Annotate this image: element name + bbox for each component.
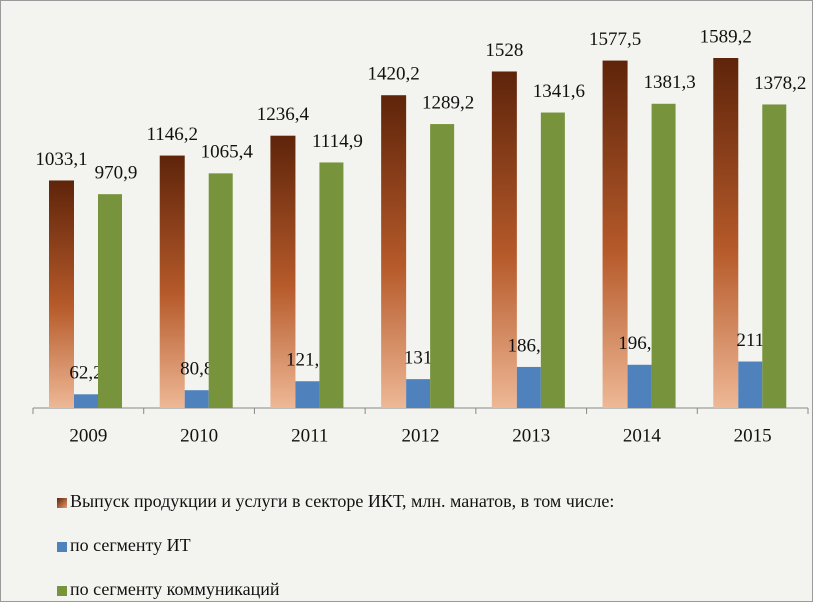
legend-label: по сегменту ИТ — [70, 535, 191, 555]
bar — [381, 95, 407, 409]
x-tick-label: 2014 — [623, 425, 662, 446]
data-label: 1381,3 — [643, 72, 695, 93]
bar — [49, 180, 74, 408]
data-label: 1341,6 — [533, 81, 585, 102]
data-label: 1065,4 — [201, 142, 254, 163]
bar — [208, 173, 233, 408]
bar — [270, 135, 296, 409]
data-label: 1114,9 — [312, 131, 363, 152]
legend-swatch — [57, 498, 67, 508]
bar — [651, 103, 676, 409]
data-label: 970,9 — [95, 163, 138, 184]
bar — [491, 71, 517, 408]
data-label: 1289,2 — [422, 92, 474, 113]
legend-label: Выпуск продукции и услуги в секторе ИКТ,… — [70, 491, 614, 511]
bar — [602, 60, 628, 408]
x-tick-label: 2009 — [69, 425, 107, 446]
data-label: 196,2 — [618, 333, 661, 354]
data-label: 211 — [736, 330, 764, 351]
bar — [762, 104, 787, 409]
x-tick-label: 2012 — [402, 425, 440, 446]
bar — [540, 112, 565, 408]
bar — [627, 364, 652, 408]
bar — [319, 162, 344, 408]
bar — [184, 390, 209, 408]
data-label: 1420,2 — [368, 64, 420, 85]
x-tick-label: 2010 — [180, 425, 218, 446]
x-tick-label: 2015 — [734, 425, 772, 446]
bar — [295, 381, 320, 408]
data-label: 1528 — [485, 40, 523, 61]
data-label: 1589,2 — [700, 26, 752, 47]
bar — [159, 155, 185, 408]
data-label: 80,8 — [180, 359, 213, 380]
data-label: 1146,2 — [146, 124, 198, 145]
data-label: 1236,4 — [257, 104, 310, 125]
bar — [430, 124, 455, 408]
data-label: 1577,5 — [589, 29, 641, 50]
data-label: 1033,1 — [35, 149, 87, 170]
bar — [406, 379, 431, 408]
legend-swatch — [57, 586, 67, 596]
data-label: 1378,2 — [754, 73, 806, 94]
bar — [74, 394, 98, 408]
x-tick-label: 2013 — [512, 425, 550, 446]
bar — [738, 361, 763, 408]
bar — [516, 366, 541, 408]
data-label: 131 — [404, 348, 433, 369]
bar — [713, 58, 739, 408]
legend-label: по сегменту коммуникаций — [70, 579, 280, 599]
x-tick-label: 2011 — [291, 425, 328, 446]
data-label: 186,4 — [507, 335, 550, 356]
bar — [98, 194, 122, 408]
data-label: 62,2 — [69, 363, 102, 384]
data-label: 121,5 — [286, 350, 329, 371]
legend-swatch — [57, 542, 67, 552]
